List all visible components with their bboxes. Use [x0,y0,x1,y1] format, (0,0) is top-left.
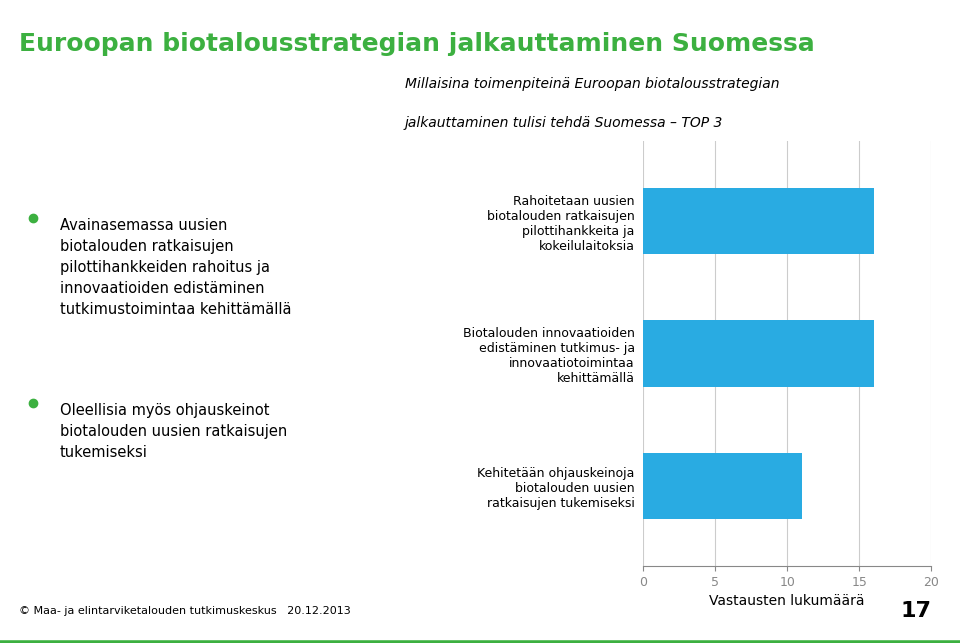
X-axis label: Vastausten lukumäärä: Vastausten lukumäärä [709,594,865,608]
Text: Millaisina toimenpiteinä Euroopan biotalousstrategian: Millaisina toimenpiteinä Euroopan biotal… [405,77,780,91]
Text: jalkauttaminen tulisi tehdä Suomessa – TOP 3: jalkauttaminen tulisi tehdä Suomessa – T… [405,116,723,130]
Text: Avainasemassa uusien
biotalouden ratkaisujen
pilottihankkeiden rahoitus ja
innov: Avainasemassa uusien biotalouden ratkais… [60,217,291,316]
Bar [643,320,874,387]
Bar [643,188,874,254]
Text: Oleellisia myös ohjauskeinot
biotalouden uusien ratkaisujen
tukemiseksi: Oleellisia myös ohjauskeinot biotalouden… [60,403,287,460]
Text: Euroopan biotalousstrategian jalkauttaminen Suomessa: Euroopan biotalousstrategian jalkauttami… [19,32,815,56]
Text: 17: 17 [900,601,931,621]
Text: © Maa- ja elintarviketalouden tutkimuskeskus   20.12.2013: © Maa- ja elintarviketalouden tutkimuske… [19,606,351,616]
Bar [643,453,802,520]
